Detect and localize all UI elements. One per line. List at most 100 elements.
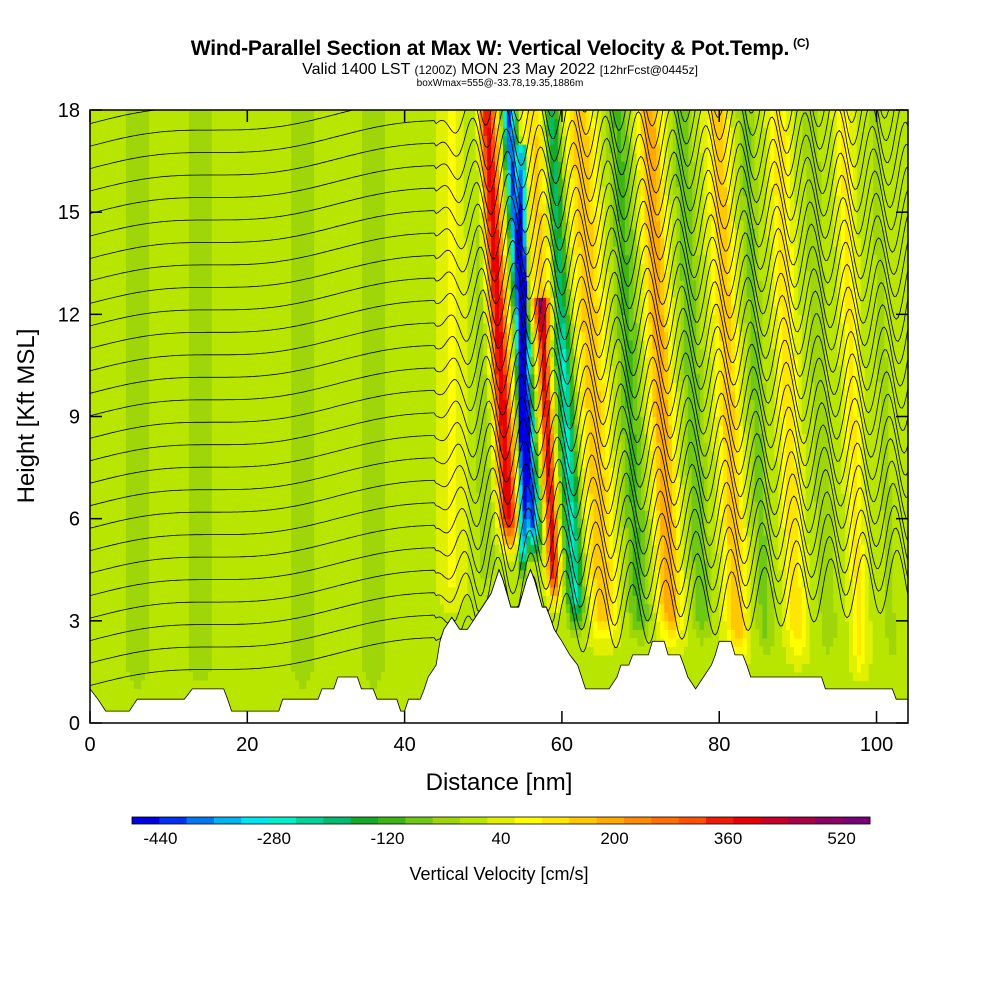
- field-cell: [400, 510, 406, 520]
- field-cell: [353, 339, 359, 349]
- field-cell: [440, 561, 445, 571]
- field-cell: [109, 339, 115, 349]
- field-cell: [263, 203, 268, 213]
- field-cell: [109, 118, 115, 128]
- field-cell: [436, 518, 441, 528]
- field-cell: [211, 671, 217, 682]
- field-cell: [274, 552, 280, 562]
- field-cell: [90, 212, 95, 222]
- field-cell: [325, 152, 331, 162]
- field-cell: [219, 254, 225, 264]
- field-cell: [180, 603, 185, 613]
- field-cell: [223, 493, 229, 503]
- field-cell: [219, 603, 225, 613]
- field-cell: [412, 382, 418, 392]
- field-cell: [337, 305, 343, 315]
- field-cell: [428, 365, 433, 375]
- field-cell: [274, 348, 280, 358]
- field-cell: [109, 382, 115, 392]
- field-cell: [349, 493, 355, 503]
- field-cell: [282, 195, 288, 205]
- field-cell: [219, 416, 225, 426]
- field-cell: [337, 646, 343, 656]
- field-cell: [239, 527, 244, 537]
- field-cell: [333, 212, 339, 222]
- field-cell: [117, 144, 123, 154]
- field-cell: [396, 637, 402, 647]
- field-cell: [113, 127, 119, 137]
- field-cell: [270, 339, 276, 349]
- field-cell: [105, 254, 111, 264]
- field-cell: [318, 263, 323, 273]
- field-cell: [440, 552, 445, 562]
- field-cell: [263, 595, 268, 605]
- field-cell: [215, 569, 221, 579]
- field-cell: [148, 246, 154, 256]
- field-cell: [219, 186, 225, 196]
- field-cell: [184, 544, 189, 554]
- field-cell: [412, 501, 418, 511]
- field-cell: [227, 229, 233, 239]
- field-cell: [117, 127, 123, 137]
- field-cell: [121, 229, 126, 239]
- field-cell: [440, 476, 445, 486]
- field-cell: [211, 127, 217, 137]
- field-cell: [168, 595, 174, 605]
- field-cell: [251, 220, 256, 230]
- field-cell: [263, 629, 268, 639]
- field-cell: [416, 450, 421, 460]
- field-cell: [160, 280, 166, 290]
- field-cell: [282, 620, 288, 630]
- field-cell: [223, 169, 229, 179]
- field-cell: [341, 203, 347, 213]
- field-cell: [176, 595, 182, 605]
- field-cell: [156, 688, 162, 699]
- field-cell: [310, 671, 315, 682]
- field-cell: [101, 390, 107, 401]
- field-cell: [164, 484, 170, 494]
- field-cell: [239, 373, 244, 384]
- field-cell: [345, 450, 351, 460]
- field-cell: [443, 535, 449, 545]
- field-cell: [270, 552, 276, 562]
- field-cell: [247, 110, 252, 120]
- field-cell: [270, 305, 276, 315]
- field-cell: [255, 697, 260, 707]
- field-cell: [282, 501, 288, 511]
- field-cell: [235, 110, 241, 120]
- field-cell: [345, 407, 351, 418]
- field-cell: [223, 220, 229, 230]
- field-cell: [432, 518, 437, 528]
- field-cell: [243, 220, 248, 230]
- field-cell: [156, 305, 162, 315]
- field-cell: [101, 271, 107, 281]
- field-cell: [109, 459, 115, 469]
- field-cell: [184, 586, 189, 596]
- field-cell: [211, 254, 217, 264]
- field-cell: [172, 339, 178, 349]
- field-cell: [164, 118, 170, 128]
- field-cell: [109, 135, 115, 145]
- field-cell: [416, 127, 421, 137]
- field-cell: [436, 212, 441, 222]
- field-cell: [176, 467, 182, 477]
- field-cell: [333, 254, 339, 264]
- field-cell: [424, 535, 429, 545]
- field-cell: [113, 339, 119, 349]
- field-cell: [408, 476, 414, 486]
- field-cell: [314, 169, 319, 179]
- field-cell: [223, 399, 229, 409]
- field-cell: [384, 195, 390, 205]
- field-cell: [255, 459, 260, 469]
- field-cell: [345, 484, 351, 494]
- field-cell: [286, 373, 292, 384]
- field-cell: [227, 161, 233, 171]
- field-cell: [266, 535, 272, 545]
- field-cell: [408, 663, 414, 673]
- field-cell: [388, 544, 394, 554]
- field-cell: [121, 416, 126, 426]
- field-cell: [223, 263, 229, 273]
- field-cell: [184, 629, 189, 639]
- field-cell: [290, 688, 296, 699]
- field-cell: [325, 356, 331, 367]
